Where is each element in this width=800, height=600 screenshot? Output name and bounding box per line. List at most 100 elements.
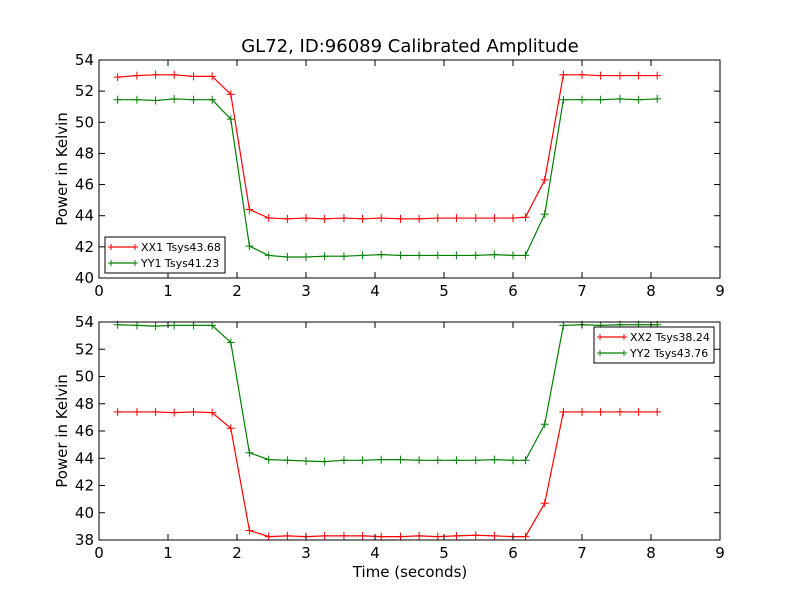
data-point <box>615 94 624 103</box>
data-point <box>170 321 179 330</box>
data-point <box>471 214 480 223</box>
series-1 <box>113 407 662 541</box>
data-point <box>559 70 568 79</box>
y-tick-label: 48 <box>75 395 94 413</box>
x-tick-label: 7 <box>577 544 587 562</box>
legend-marker <box>108 244 138 250</box>
x-tick-label: 8 <box>646 282 656 300</box>
data-point <box>578 407 586 416</box>
data-point <box>540 420 549 429</box>
series-line <box>117 324 658 463</box>
legend: XX1 Tsys43.68 YY1 Tsys41.23 <box>104 236 226 274</box>
data-point <box>415 214 424 223</box>
data-point <box>653 407 662 416</box>
data-point <box>396 532 405 541</box>
axes-frame <box>98 59 721 279</box>
data-point <box>396 455 405 464</box>
data-point <box>471 456 480 465</box>
x-tick-label: 8 <box>646 544 656 562</box>
data-point <box>226 338 235 347</box>
data-point <box>245 526 254 535</box>
data-point <box>559 95 568 104</box>
data-point <box>339 456 348 465</box>
data-point <box>521 456 530 465</box>
x-tick-label: 1 <box>163 544 173 562</box>
data-point <box>226 115 235 124</box>
data-point <box>302 456 310 465</box>
data-point <box>132 71 141 80</box>
series-line <box>117 98 658 258</box>
data-point <box>596 407 605 416</box>
data-point <box>320 252 329 261</box>
data-point <box>471 531 480 540</box>
data-point <box>634 407 643 416</box>
series-2 <box>113 320 662 466</box>
data-point <box>358 214 367 223</box>
data-point <box>189 407 198 416</box>
x-tick-label: 9 <box>715 282 725 300</box>
bottom-y-axis-label: Power in Kelvin <box>53 374 71 488</box>
y-tick-label: 38 <box>75 531 94 549</box>
data-point <box>170 70 179 79</box>
data-point <box>452 531 461 540</box>
y-tick-label: 46 <box>75 422 94 440</box>
data-point <box>208 321 217 330</box>
x-axis-label: Time (seconds) <box>352 563 468 581</box>
x-tick-label: 5 <box>439 544 449 562</box>
data-point <box>540 499 549 508</box>
data-point <box>283 214 292 223</box>
chart-title: GL72, ID:96089 Calibrated Amplitude <box>241 36 579 57</box>
y-tick-label: 52 <box>75 82 94 100</box>
data-point <box>596 71 605 80</box>
legend-box <box>104 236 226 274</box>
data-point <box>113 407 122 416</box>
x-tick-label: 4 <box>370 544 380 562</box>
x-tick-label: 9 <box>715 544 725 562</box>
data-point <box>433 456 442 465</box>
x-tick-label: 4 <box>370 282 380 300</box>
legend-label: YY2 Tsys43.76 <box>629 347 708 360</box>
y-tick-label: 48 <box>75 144 94 162</box>
data-point <box>634 71 643 80</box>
data-point <box>490 214 499 223</box>
legend-marker <box>597 334 627 340</box>
data-point <box>559 407 568 416</box>
data-point <box>521 213 530 222</box>
data-point <box>208 408 217 417</box>
x-tick-label: 2 <box>232 544 242 562</box>
y-tick-label: 44 <box>75 449 94 467</box>
data-point <box>132 407 141 416</box>
data-point <box>151 407 160 416</box>
data-point <box>151 70 160 79</box>
legend-label: YY1 Tsys41.23 <box>140 257 219 270</box>
x-tick-label: 0 <box>94 544 104 562</box>
y-tick-label: 50 <box>75 113 94 131</box>
data-point <box>245 448 254 457</box>
data-point <box>189 72 198 81</box>
data-point <box>189 321 198 330</box>
data-point <box>509 214 517 223</box>
data-point <box>452 214 461 223</box>
x-tick-label: 3 <box>301 282 311 300</box>
bottom-panel: 0 1 2 3 4 5 6 7 8 9 38 40 42 44 46 48 50 52 54 XX2 Tsys38.2… <box>75 313 725 562</box>
x-tick-label: 3 <box>301 544 311 562</box>
data-point <box>377 532 386 541</box>
data-point <box>634 95 643 104</box>
data-point <box>170 408 179 417</box>
data-point <box>302 214 310 223</box>
x-tick-label: 1 <box>163 282 173 300</box>
legend-label: XX2 Tsys38.24 <box>630 331 710 344</box>
legend-box <box>593 326 715 364</box>
data-point <box>283 531 292 540</box>
series-line <box>117 74 658 220</box>
data-point <box>540 210 549 219</box>
data-point <box>452 251 461 260</box>
data-point <box>490 531 499 540</box>
data-point <box>264 532 273 541</box>
data-point <box>264 455 273 464</box>
legend: XX2 Tsys38.24 YY2 Tsys43.76 <box>593 326 715 364</box>
data-point <box>113 95 122 104</box>
data-point <box>615 407 624 416</box>
data-point <box>540 175 549 184</box>
